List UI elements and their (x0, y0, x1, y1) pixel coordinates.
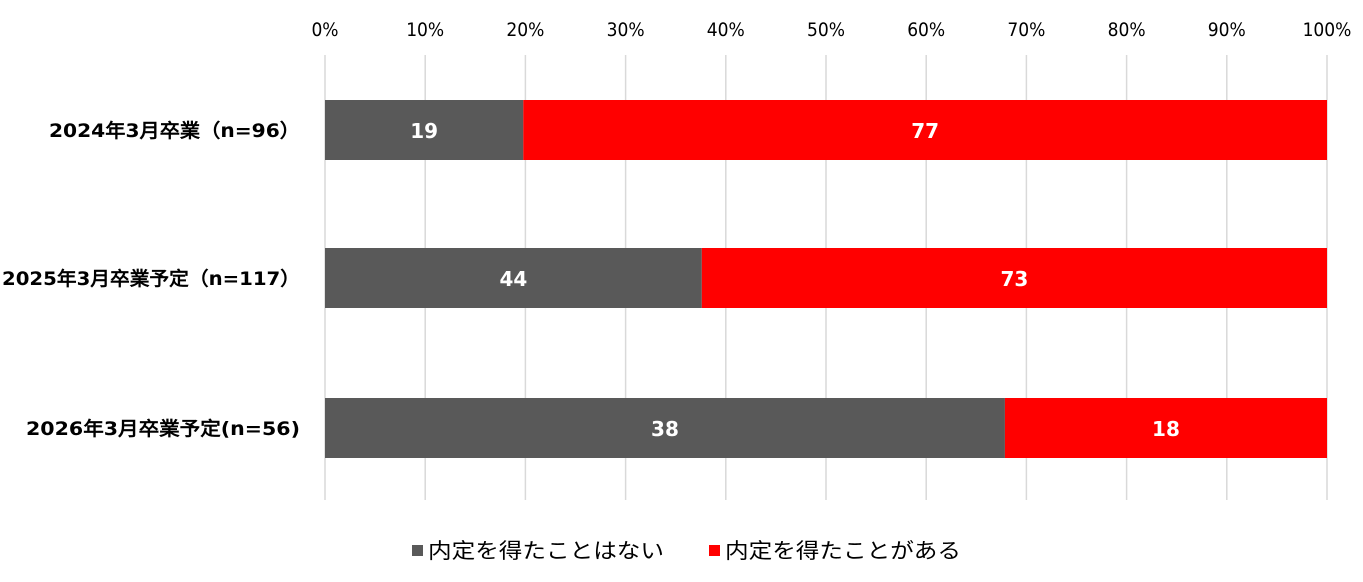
bar-segment (701, 248, 1327, 308)
bar-segment (1004, 398, 1327, 458)
bar-segment (325, 100, 524, 160)
x-tick-label: 30% (607, 19, 645, 41)
x-tick-label: 80% (1108, 19, 1146, 41)
category-label: 2024年3月卒業（n=96） (49, 119, 300, 142)
x-tick-label: 50% (807, 19, 845, 41)
legend-label: 内定を得たことはない (428, 539, 664, 563)
bars: 19 77 44 73 38 18 (325, 100, 1327, 458)
data-label: 44 (499, 267, 527, 291)
x-tick-label: 20% (506, 19, 544, 41)
legend-label: 内定を得たことがある (725, 539, 961, 563)
legend-swatch (412, 545, 423, 556)
x-tick-label: 60% (907, 19, 945, 41)
data-label: 18 (1152, 417, 1180, 441)
x-tick-label: 70% (1007, 19, 1045, 41)
bar-segment (523, 100, 1327, 160)
category-label: 2025年3月卒業予定（n=117） (2, 267, 300, 290)
category-label: 2026年3月卒業予定(n=56) (26, 417, 300, 440)
x-tick-label: 90% (1208, 19, 1246, 41)
legend: 内定を得たことはない 内定を得たことがある (412, 539, 961, 563)
bar-segment (325, 248, 702, 308)
x-axis-tick-labels: 0% 10% 20% 30% 40% 50% 60% 70% 80% 90% 100% (311, 19, 1351, 41)
category-labels: 2024年3月卒業（n=96） 2025年3月卒業予定（n=117） 2026年3月… (2, 119, 300, 440)
data-label: 38 (651, 417, 679, 441)
x-tick-label: 100% (1303, 19, 1352, 41)
data-label: 19 (410, 119, 438, 143)
legend-swatch (709, 545, 720, 556)
data-label: 73 (1000, 267, 1028, 291)
x-tick-label: 40% (707, 19, 745, 41)
x-tick-label: 10% (406, 19, 444, 41)
x-tick-label: 0% (311, 19, 338, 41)
data-label: 77 (911, 119, 939, 143)
bar-segment (325, 398, 1005, 458)
